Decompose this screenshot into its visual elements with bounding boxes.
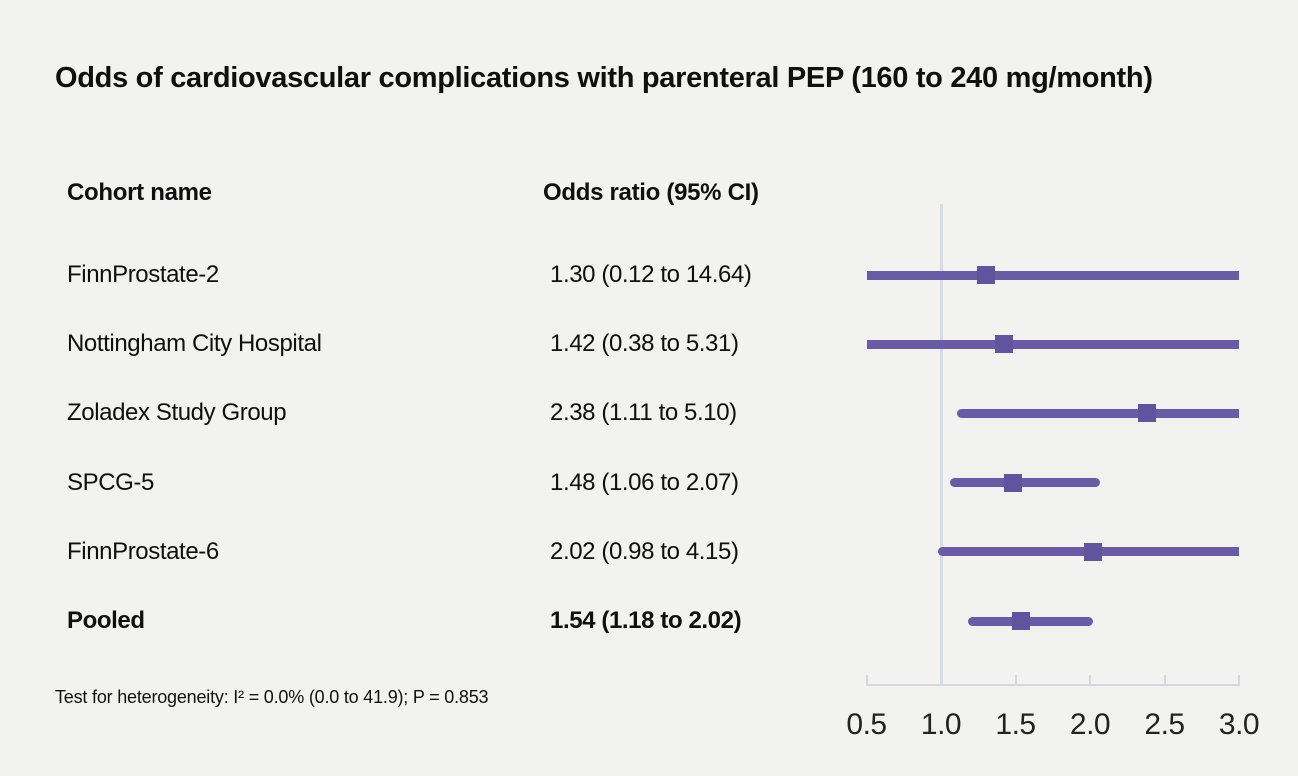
confidence-interval-line xyxy=(866,270,1239,280)
x-axis-tick-label: 2.0 xyxy=(1069,708,1111,741)
cohort-name: FinnProstate-6 xyxy=(67,537,219,565)
cohort-name: Zoladex Study Group xyxy=(67,399,287,427)
odds-ratio-value: 2.02 (0.98 to 4.15) xyxy=(550,537,739,565)
odds-ratio-value: 2.38 (1.11 to 5.10) xyxy=(550,399,737,427)
x-axis-tick-label: 3.0 xyxy=(1218,708,1260,741)
confidence-interval-line xyxy=(866,339,1239,349)
column-header-odds-ratio: Odds ratio (95% CI) xyxy=(543,179,759,206)
confidence-interval-line xyxy=(957,408,1239,418)
x-axis-tick xyxy=(865,675,868,684)
odds-ratio-marker xyxy=(994,335,1013,354)
heterogeneity-footnote: Test for heterogeneity: I² = 0.0% (0.0 t… xyxy=(55,687,489,707)
cohort-name: Pooled xyxy=(67,607,145,634)
odds-ratio-value: 1.30 (0.12 to 14.64) xyxy=(550,261,752,288)
x-axis-tick xyxy=(1089,675,1091,684)
x-axis-tick-label: 1.0 xyxy=(920,708,962,741)
x-axis-line xyxy=(865,684,1240,686)
x-axis-tick xyxy=(1163,675,1166,684)
x-axis-tick-label: 0.5 xyxy=(846,708,887,741)
x-axis-tick xyxy=(1014,675,1017,684)
x-axis-tick xyxy=(1238,675,1240,684)
odds-ratio-marker xyxy=(1137,404,1156,423)
odds-ratio-marker xyxy=(976,266,995,284)
column-header-cohort: Cohort name xyxy=(67,179,212,206)
odds-ratio-marker xyxy=(1083,542,1102,561)
reference-line xyxy=(939,204,943,686)
cohort-name: SPCG-5 xyxy=(67,468,154,496)
odds-ratio-value: 1.48 (1.06 to 2.07) xyxy=(550,468,739,496)
odds-ratio-marker xyxy=(1012,612,1031,630)
odds-ratio-value: 1.54 (1.18 to 2.02) xyxy=(550,607,742,634)
x-axis-tick-label: 2.5 xyxy=(1144,708,1185,741)
odds-ratio-value: 1.42 (0.38 to 5.31) xyxy=(550,330,739,358)
odds-ratio-marker xyxy=(1003,473,1022,492)
x-axis-tick-label: 1.5 xyxy=(995,708,1036,741)
cohort-name: FinnProstate-2 xyxy=(67,261,219,288)
chart-title: Odds of cardiovascular complications wit… xyxy=(55,62,1153,94)
confidence-interval-line xyxy=(949,478,1101,488)
cohort-name: Nottingham City Hospital xyxy=(67,330,322,358)
